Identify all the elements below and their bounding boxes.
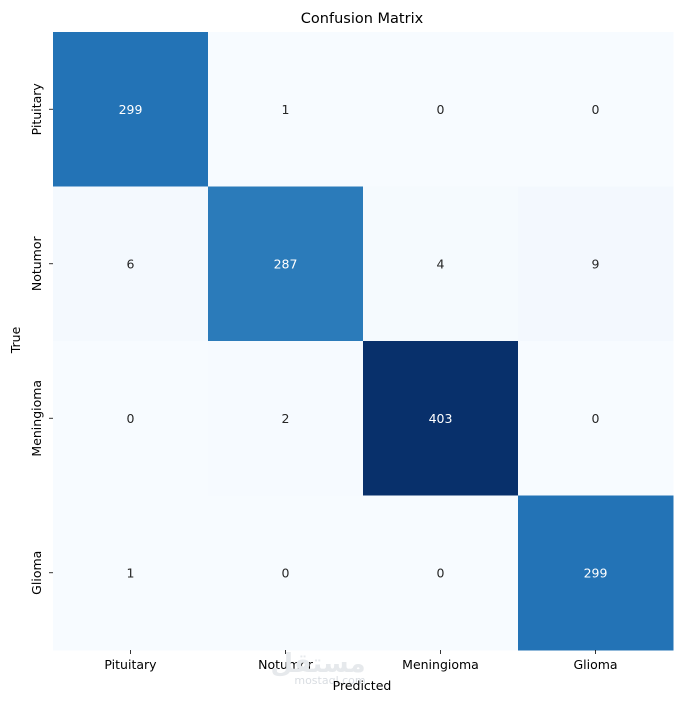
heatmap-cell-r0-c0 <box>53 32 209 187</box>
cell-value-r2-c0: 0 <box>127 411 135 426</box>
cell-value-r2-c2: 403 <box>429 411 453 426</box>
cell-value-r0-c1: 1 <box>282 102 290 117</box>
x-tick-label-1: Notumor <box>258 657 314 672</box>
cell-value-r3-c3: 299 <box>584 565 608 580</box>
heatmap-cells: 299 1 0 0 6 287 4 9 0 2 403 0 1 0 0 299 <box>53 32 674 651</box>
heatmap-cell-r1-c2 <box>363 186 519 342</box>
heatmap-cell-r3-c2 <box>363 495 519 651</box>
heatmap-cell-r2-c1 <box>208 341 364 496</box>
x-axis-ticks: Pituitary Notumor Meningioma Glioma <box>104 650 618 672</box>
cell-value-r3-c0: 1 <box>127 565 135 580</box>
heatmap-cell-r1-c3 <box>518 186 674 342</box>
heatmap-cell-r0-c2 <box>363 32 519 187</box>
cell-value-r1-c2: 4 <box>437 256 445 271</box>
watermark-arabic: مستقل <box>270 649 365 679</box>
x-tick-label-0: Pituitary <box>104 657 157 672</box>
heatmap-cell-r1-c1 <box>208 186 364 342</box>
cell-value-r2-c1: 2 <box>282 411 290 426</box>
y-tick-label-1: Notumor <box>29 236 44 292</box>
y-tick-label-2: Meningioma <box>29 380 44 457</box>
x-tick-label-3: Glioma <box>573 657 617 672</box>
heatmap-cell-r3-c0 <box>53 495 209 651</box>
cell-value-r1-c1: 287 <box>274 256 298 271</box>
y-tick-label-3: Glioma <box>29 551 44 595</box>
heatmap-cell-r0-c3 <box>518 32 674 187</box>
heatmap-cell-r0-c1 <box>208 32 364 187</box>
cell-value-r3-c2: 0 <box>437 565 445 580</box>
heatmap-cell-r1-c0 <box>53 186 209 342</box>
cell-value-r1-c0: 6 <box>127 256 135 271</box>
cell-value-r1-c3: 9 <box>592 256 600 271</box>
heatmap-cell-r2-c2 <box>363 341 519 496</box>
heatmap-cell-r3-c1 <box>208 495 364 651</box>
x-tick-label-2: Meningioma <box>402 657 479 672</box>
heatmap-cell-r3-c3 <box>518 495 674 651</box>
chart-title: Confusion Matrix <box>301 11 424 27</box>
heatmap-cell-r2-c3 <box>518 341 674 496</box>
heatmap-cell-r2-c0 <box>53 341 209 496</box>
y-axis-ticks: Pituitary Notumor Meningioma Glioma <box>29 83 53 595</box>
watermark-latin: mostaql.com <box>294 674 365 687</box>
y-axis-label: True <box>8 326 23 354</box>
x-axis-label: Predicted <box>333 678 392 693</box>
cell-value-r2-c3: 0 <box>592 411 600 426</box>
cell-value-r0-c2: 0 <box>437 102 445 117</box>
cell-value-r0-c3: 0 <box>592 102 600 117</box>
cell-value-r3-c1: 0 <box>282 565 290 580</box>
y-tick-label-0: Pituitary <box>29 83 44 136</box>
cell-value-r0-c0: 299 <box>119 102 143 117</box>
